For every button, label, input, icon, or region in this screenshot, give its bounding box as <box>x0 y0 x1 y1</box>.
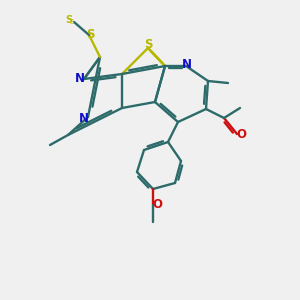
Text: S: S <box>70 19 74 25</box>
Text: O: O <box>152 199 162 212</box>
Text: S: S <box>65 15 73 25</box>
Text: S: S <box>86 28 94 40</box>
Text: O: O <box>236 128 246 140</box>
Text: N: N <box>79 112 89 124</box>
Text: N: N <box>182 58 192 71</box>
Text: N: N <box>75 71 85 85</box>
Text: S: S <box>144 38 152 52</box>
